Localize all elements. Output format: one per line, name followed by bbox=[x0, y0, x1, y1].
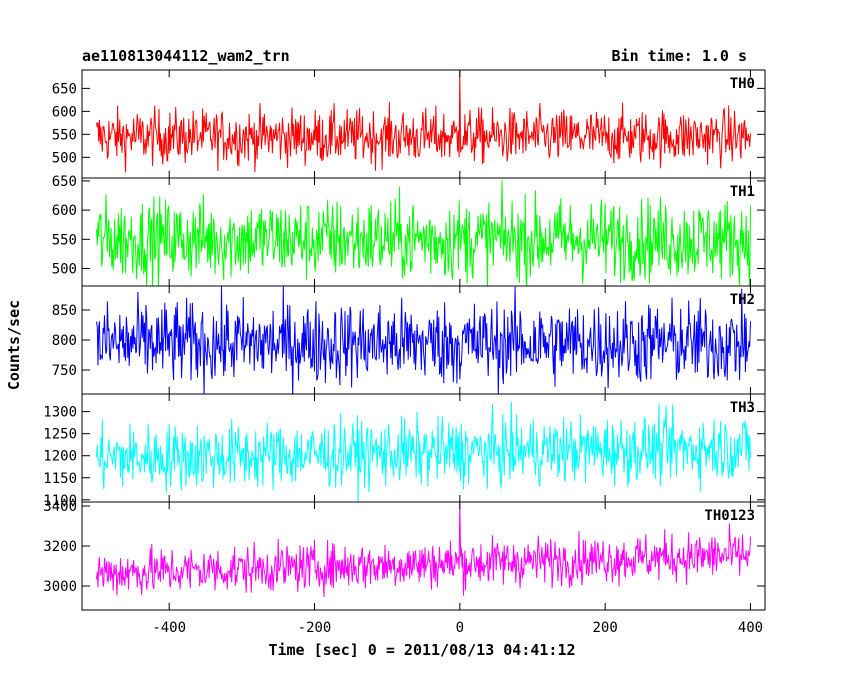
chart-title-left: ae110813044112_wam2_trn bbox=[82, 47, 290, 65]
y-tick-label: 500 bbox=[52, 150, 77, 166]
panel-label-th2: TH2 bbox=[730, 292, 755, 308]
x-tick-label: 200 bbox=[593, 620, 618, 636]
series-line-th3 bbox=[96, 401, 751, 502]
panel-label-th3: TH3 bbox=[730, 400, 755, 416]
series-line-th0123 bbox=[96, 502, 751, 598]
y-tick-label: 600 bbox=[52, 203, 77, 219]
y-tick-label: 1100 bbox=[43, 493, 77, 509]
y-axis-label: Counts/sec bbox=[5, 300, 23, 390]
panel-label-th1: TH1 bbox=[730, 184, 755, 200]
panel-frame-th0123 bbox=[81, 501, 766, 611]
y-tick-label: 650 bbox=[52, 174, 77, 190]
y-tick-label: 850 bbox=[52, 303, 77, 319]
y-tick-label: 600 bbox=[52, 104, 77, 120]
y-tick-label: 550 bbox=[52, 232, 77, 248]
x-tick-label: -200 bbox=[298, 620, 332, 636]
y-tick-label: 3400 bbox=[43, 499, 77, 515]
y-tick-label: 800 bbox=[52, 333, 77, 349]
y-tick-label: 550 bbox=[52, 127, 77, 143]
y-tick-label: 1150 bbox=[43, 471, 77, 487]
x-tick-label: 0 bbox=[456, 620, 464, 636]
panels-group: 500 550 600 650 TH0 500 550 600 650 TH1 750 800 850 T… bbox=[43, 69, 766, 636]
y-tick-label: 500 bbox=[52, 261, 77, 277]
y-tick-label: 750 bbox=[52, 363, 77, 379]
y-tick-label: 1200 bbox=[43, 449, 77, 465]
x-tick-label: 400 bbox=[738, 620, 763, 636]
series-line-th0 bbox=[96, 70, 751, 173]
series-line-th2 bbox=[96, 286, 751, 394]
y-tick-label: 3200 bbox=[43, 539, 77, 555]
series-line-th1 bbox=[96, 180, 751, 286]
y-tick-label: 650 bbox=[52, 81, 77, 97]
y-tick-label: 1250 bbox=[43, 427, 77, 443]
panel-label-th0123: TH0123 bbox=[704, 508, 755, 524]
x-tick-label: -400 bbox=[152, 620, 186, 636]
chart-title-right: Bin time: 1.0 s bbox=[612, 47, 747, 65]
x-axis-label: Time [sec] 0 = 2011/08/13 04:41:12 bbox=[268, 641, 575, 659]
y-tick-label: 3000 bbox=[43, 579, 77, 595]
y-tick-label: 1300 bbox=[43, 405, 77, 421]
panel-label-th0: TH0 bbox=[730, 76, 755, 92]
